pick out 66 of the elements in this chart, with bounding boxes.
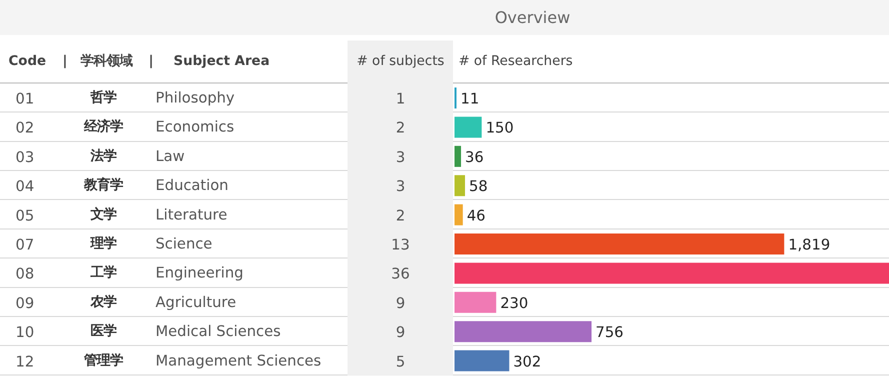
text: 09 [16,294,34,312]
data-label: 756 [596,324,624,342]
text: 36 [391,266,410,283]
text: 工学 [90,266,116,281]
y-tick-label: Science [156,236,212,252]
bar [454,204,463,226]
y-tick-label: Philosophy [156,90,235,106]
text: 04 [16,178,34,196]
text: 08 [16,266,34,283]
text: 1 [396,90,406,108]
text: # of subjects [356,54,444,69]
bar [454,175,466,196]
y-tick-label: Law [156,148,185,165]
data-label: 1,819 [788,236,830,254]
chart-title: Overview [494,8,570,27]
y-tick-label: Literature [156,206,228,224]
text: 3 [396,178,406,196]
y-tick-label: Education [156,177,228,194]
text: 9 [396,294,406,312]
text: 管理学 [83,353,123,368]
text: 理学 [90,236,116,252]
data-label: 302 [513,353,542,370]
bar [454,146,462,167]
bar [454,321,592,342]
data-label: 11 [460,90,480,108]
text: 07 [16,236,34,254]
x-axis-title: # of Researchers [458,54,573,69]
text: 13 [391,236,410,254]
text: 经济学 [83,118,123,135]
text: 01 [16,90,34,108]
text: 文学 [90,206,116,222]
text: 9 [396,324,406,342]
data-label: 58 [469,178,488,196]
text: 02 [16,120,34,137]
text: Code [8,54,46,69]
y-axis-title: Subject Area [174,54,270,69]
y-tick-label: Economics [156,118,234,136]
y-tick-label: Agriculture [156,294,236,311]
bar [454,350,510,372]
text: 学科领域 [80,54,132,69]
text: | [148,54,154,69]
bar [454,292,496,313]
data-label: 150 [486,120,514,137]
data-label: 36 [465,148,484,166]
y-tick-label: Engineering [156,264,244,282]
y-tick-label: Medical Sciences [156,323,281,340]
text: 05 [16,207,34,224]
bar [454,116,482,138]
y-tick-label: Management Sciences [156,352,322,370]
text: 医学 [90,324,116,340]
text: 法学 [90,148,116,164]
text: 10 [16,324,34,342]
text: 03 [16,148,34,166]
text: 2 [396,120,406,137]
data-label: 230 [500,294,528,312]
text: 哲学 [90,90,116,106]
text: 教育学 [83,177,123,194]
text: 12 [16,353,34,370]
bar [454,233,784,255]
text: 农学 [90,294,116,310]
data-label: 46 [466,207,486,224]
text: | [62,54,68,69]
text: 5 [396,353,406,370]
text: 3 [396,148,406,166]
bar [454,262,889,284]
text: 2 [396,207,406,224]
